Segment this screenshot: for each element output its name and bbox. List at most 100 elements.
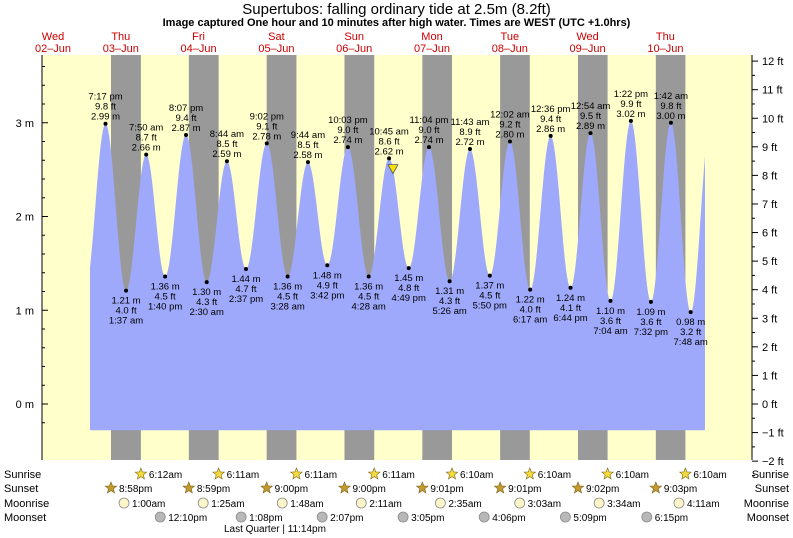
moonrise-time: 3:34am bbox=[607, 499, 640, 510]
sunset-icon bbox=[182, 481, 196, 494]
y-right-tick-label: 5 ft bbox=[762, 256, 777, 268]
low-tide-label: 1:40 pm bbox=[148, 302, 182, 313]
sunset-time: 9:01pm bbox=[508, 484, 541, 495]
high-tide-point bbox=[628, 118, 633, 123]
high-tide-label: 2.74 m bbox=[414, 135, 443, 146]
low-tide-point bbox=[325, 263, 330, 268]
low-tide-label: 4.0 ft bbox=[520, 305, 541, 316]
moonrise-row-label-right: Moonrise bbox=[744, 498, 789, 510]
low-tide-label: 3.6 ft bbox=[600, 316, 621, 327]
low-tide-label: 7:32 pm bbox=[634, 327, 668, 338]
sunset-icon bbox=[104, 481, 118, 494]
moonrise-icon bbox=[593, 497, 605, 509]
low-tide-label: 1.10 m bbox=[596, 306, 625, 317]
day-date-label: 07–Jun bbox=[414, 43, 450, 55]
high-tide-point bbox=[588, 131, 593, 136]
high-tide-label: 8:44 am bbox=[210, 129, 244, 140]
low-tide-label: 4.3 ft bbox=[196, 297, 217, 308]
day-date-label: 04–Jun bbox=[181, 43, 217, 55]
sunset-icon bbox=[571, 481, 585, 494]
moonset-icon bbox=[235, 511, 247, 523]
low-tide-label: 2:37 pm bbox=[229, 294, 263, 305]
high-tide-label: 9.1 ft bbox=[256, 121, 277, 132]
moonrise-icon bbox=[514, 497, 526, 509]
sunrise-row-label-left: Sunrise bbox=[4, 469, 41, 481]
moonset-icon bbox=[154, 511, 166, 523]
day-name-label: Mon bbox=[421, 31, 442, 43]
high-tide-label: 12:54 am bbox=[571, 101, 611, 112]
high-tide-label: 3.00 m bbox=[656, 111, 685, 122]
moonrise-icon bbox=[118, 497, 130, 509]
low-tide-label: 4.5 ft bbox=[277, 292, 298, 303]
chart-title: Supertubos: falling ordinary tide at 2.5… bbox=[242, 1, 551, 18]
high-tide-label: 9.2 ft bbox=[499, 120, 520, 131]
high-tide-label: 9.0 ft bbox=[418, 125, 439, 136]
y-right-tick-label: −1 ft bbox=[762, 428, 784, 440]
moonrise-icon bbox=[197, 497, 209, 509]
day-date-label: 03–Jun bbox=[103, 43, 139, 55]
day-date-label: 06–Jun bbox=[336, 43, 372, 55]
high-tide-label: 8.9 ft bbox=[459, 127, 480, 138]
y-right-tick-label: 2 ft bbox=[762, 342, 777, 354]
high-tide-label: 2.80 m bbox=[495, 130, 524, 141]
day-name-label: Tue bbox=[501, 31, 520, 43]
low-tide-label: 4:49 pm bbox=[392, 293, 426, 304]
tide-area bbox=[90, 120, 705, 431]
day-name-label: Thu bbox=[111, 31, 130, 43]
sunrise-icon bbox=[523, 467, 537, 480]
moonset-time: 4:06pm bbox=[492, 513, 525, 524]
high-tide-point bbox=[144, 152, 149, 157]
high-tide-label: 12:36 pm bbox=[531, 104, 571, 115]
high-tide-point bbox=[507, 139, 512, 144]
day-date-label: 02–Jun bbox=[35, 43, 71, 55]
day-date-label: 08–Jun bbox=[492, 43, 528, 55]
high-tide-point bbox=[264, 141, 269, 146]
high-tide-label: 2.72 m bbox=[455, 137, 484, 148]
day-name-label: Thu bbox=[656, 31, 675, 43]
low-tide-point bbox=[688, 310, 693, 315]
low-tide-label: 3.6 ft bbox=[640, 317, 661, 328]
y-right-tick-label: 12 ft bbox=[762, 56, 783, 68]
high-tide-label: 2.99 m bbox=[91, 112, 120, 123]
y-right-tick-label: 10 ft bbox=[762, 113, 783, 125]
low-tide-point bbox=[447, 279, 452, 284]
high-tide-label: 2.87 m bbox=[171, 123, 200, 134]
low-tide-point bbox=[528, 287, 533, 292]
low-tide-label: 1.30 m bbox=[192, 287, 221, 298]
y-right-tick-label: 3 ft bbox=[762, 313, 777, 325]
low-tide-point bbox=[366, 274, 371, 279]
sunrise-icon bbox=[601, 467, 615, 480]
low-tide-label: 4:28 am bbox=[352, 302, 386, 313]
sunset-time: 9:00pm bbox=[352, 484, 385, 495]
sunrise-icon bbox=[212, 467, 226, 480]
high-tide-label: 9:44 am bbox=[291, 130, 325, 141]
y-right-tick-label: 0 ft bbox=[762, 399, 777, 411]
high-tide-label: 10:03 pm bbox=[328, 115, 368, 126]
sunset-time: 9:03pm bbox=[664, 484, 697, 495]
day-date-label: 09–Jun bbox=[570, 43, 606, 55]
day-name-label: Wed bbox=[42, 31, 64, 43]
high-tide-point bbox=[426, 145, 431, 150]
y-right-tick-label: −2 ft bbox=[762, 456, 784, 468]
low-tide-label: 4.7 ft bbox=[235, 284, 256, 295]
low-tide-label: 1.45 m bbox=[394, 273, 423, 284]
low-tide-point bbox=[487, 273, 492, 278]
high-tide-label: 2.86 m bbox=[536, 124, 565, 135]
low-tide-point bbox=[243, 267, 248, 271]
low-tide-label: 7:04 am bbox=[593, 326, 627, 337]
moonrise-time: 4:11am bbox=[687, 499, 720, 510]
low-tide-point bbox=[204, 280, 209, 285]
chart-subtitle: Image captured One hour and 10 minutes a… bbox=[162, 17, 631, 29]
low-tide-label: 1.48 m bbox=[313, 270, 342, 281]
high-tide-label: 2.62 m bbox=[375, 146, 404, 157]
high-tide-label: 9.4 ft bbox=[175, 113, 196, 124]
moonrise-time: 1:25am bbox=[211, 499, 244, 510]
low-tide-label: 5:50 pm bbox=[473, 301, 507, 312]
low-tide-label: 4.8 ft bbox=[398, 283, 419, 294]
day-date-label: 10–Jun bbox=[647, 43, 683, 55]
moonrise-time: 2:11am bbox=[369, 499, 402, 510]
high-tide-point bbox=[224, 159, 229, 164]
high-tide-label: 2.78 m bbox=[252, 131, 281, 142]
high-tide-label: 1:42 am bbox=[654, 91, 688, 102]
